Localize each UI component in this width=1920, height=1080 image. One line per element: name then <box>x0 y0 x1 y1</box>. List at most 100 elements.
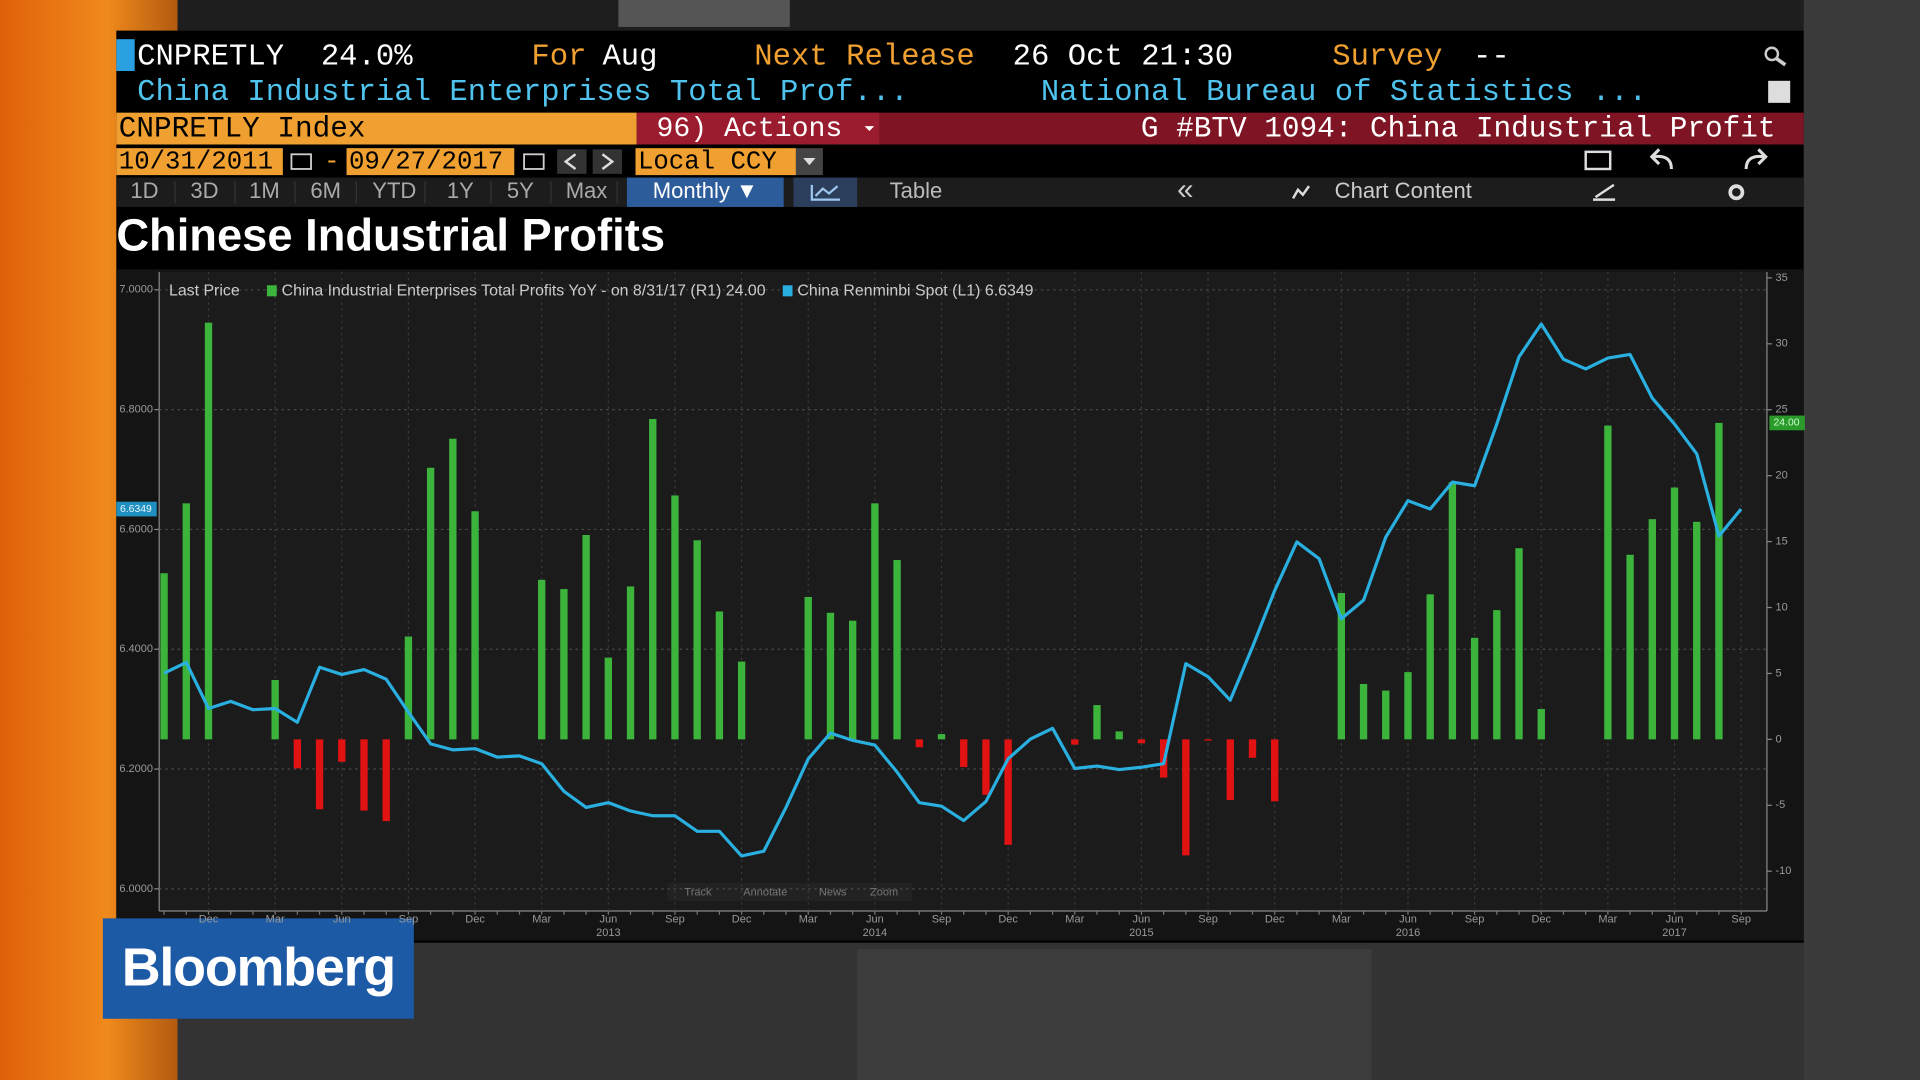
bar <box>1226 739 1234 801</box>
currency-field[interactable] <box>635 148 796 176</box>
y-tick-label: 6.8000 <box>119 404 153 416</box>
y-tick-label: 6.0000 <box>119 883 153 895</box>
plot-area <box>159 271 1767 912</box>
y2-tick-label: 0 <box>1776 733 1782 745</box>
bar <box>604 657 612 740</box>
period-tab[interactable]: YTD <box>372 178 416 203</box>
bar <box>871 503 879 740</box>
bar <box>960 739 968 768</box>
legend-entry: China Industrial Enterprises Total Profi… <box>282 283 766 300</box>
currency[interactable]: Local CCY <box>638 147 777 176</box>
export-icon[interactable] <box>1584 150 1612 171</box>
bar <box>1093 705 1101 740</box>
x-tick-label: Mar <box>1332 913 1351 925</box>
bar <box>1493 610 1501 740</box>
bar <box>426 467 435 740</box>
bar <box>1604 425 1612 740</box>
bar <box>1337 593 1346 740</box>
next-button[interactable] <box>592 149 623 174</box>
bar <box>404 636 413 740</box>
x-tick-label: Dec <box>1265 913 1285 925</box>
chart-content-button[interactable]: Chart Content <box>1335 178 1472 203</box>
end-date-field[interactable] <box>346 148 515 176</box>
collapse-button[interactable]: « <box>1177 173 1193 206</box>
calendar-icon[interactable] <box>290 153 312 170</box>
table-tab[interactable]: Table <box>890 178 943 203</box>
bar <box>338 739 346 762</box>
bar <box>1670 487 1679 740</box>
frequency-tab[interactable] <box>626 177 784 207</box>
frequency-tab[interactable]: Monthly ▼ <box>653 178 758 203</box>
period-tab[interactable]: 3D <box>190 178 218 203</box>
label: Next Release <box>754 40 974 74</box>
start-date-field[interactable] <box>116 148 283 176</box>
x-tick-label: Mar <box>799 913 818 925</box>
separator: - <box>324 147 339 176</box>
line <box>163 322 1743 858</box>
description: China Industrial Enterprises Total Prof.… <box>137 76 908 110</box>
y2-tick-label: 5 <box>1776 667 1782 679</box>
last-value-label: 24.00 <box>1774 418 1800 429</box>
bar <box>204 322 213 740</box>
chart-title: Chinese Industrial Profits <box>116 210 665 261</box>
bar <box>1004 739 1012 845</box>
bar <box>937 734 946 740</box>
end-date[interactable]: 09/27/2017 <box>349 147 503 176</box>
bar <box>1071 739 1079 745</box>
bar <box>848 620 857 740</box>
actions-button[interactable] <box>636 112 880 145</box>
top-strip <box>177 0 1804 31</box>
bar <box>1626 554 1634 740</box>
bar <box>382 739 390 822</box>
ticker: CNPRETLY <box>137 40 284 74</box>
last-value-tag <box>116 501 157 517</box>
chart-tool[interactable]: Zoom <box>870 887 898 899</box>
chart-tool[interactable]: News <box>819 887 847 899</box>
period-tab[interactable]: 5Y <box>507 178 534 203</box>
chart-tool[interactable]: Annotate <box>743 887 787 899</box>
bar <box>693 540 701 740</box>
bar <box>1426 594 1434 740</box>
logo-box <box>102 918 414 1019</box>
chart-content-icon <box>1291 185 1310 199</box>
actions-label[interactable]: 96) Actions <box>656 114 842 145</box>
calendar-icon[interactable] <box>523 153 545 170</box>
start-date[interactable]: 10/31/2011 <box>119 147 273 176</box>
bar <box>560 589 568 740</box>
x-tick-label: Sep <box>932 913 952 925</box>
period-tab[interactable]: 6M <box>310 178 341 203</box>
search-icon[interactable] <box>1764 46 1780 62</box>
redo-icon[interactable] <box>1744 148 1768 170</box>
cursor-block <box>116 39 135 72</box>
y-tick-label: 6.6000 <box>119 523 153 535</box>
undo-icon[interactable] <box>1649 148 1673 170</box>
period-tab[interactable]: Max <box>566 178 608 203</box>
chart-tool[interactable]: Track <box>684 887 712 899</box>
bar <box>1137 739 1146 744</box>
y2-tick-label: -5 <box>1776 799 1786 811</box>
period-tab[interactable]: 1Y <box>447 178 474 203</box>
bar <box>626 586 635 740</box>
y-tick-label: 6.4000 <box>119 643 153 655</box>
x-year-label: 2015 <box>1129 927 1154 939</box>
x-tick-label: Jun <box>1399 913 1417 925</box>
x-tick-label: Jun <box>333 913 351 925</box>
x-tick-label: Jun <box>866 913 884 925</box>
x-tick-label: Dec <box>1531 913 1551 925</box>
x-tick-label: Dec <box>199 913 219 925</box>
prev-button[interactable] <box>557 149 587 174</box>
bar <box>826 612 835 740</box>
bar <box>360 739 368 811</box>
period-tab[interactable]: 1D <box>130 178 158 203</box>
edit-icon[interactable] <box>1593 183 1616 201</box>
x-year-label: 2013 <box>596 927 621 939</box>
chart-type-button[interactable] <box>793 177 858 207</box>
bar <box>1115 731 1123 740</box>
x-tick-label: Sep <box>665 913 685 925</box>
period-tab[interactable]: 1M <box>249 178 280 203</box>
bar <box>1404 672 1412 740</box>
menu-icon[interactable] <box>1768 80 1791 103</box>
x-year-label: 2016 <box>1396 927 1421 939</box>
settings-icon[interactable] <box>1728 184 1745 201</box>
source: National Bureau of Statistics ... <box>1041 76 1647 110</box>
